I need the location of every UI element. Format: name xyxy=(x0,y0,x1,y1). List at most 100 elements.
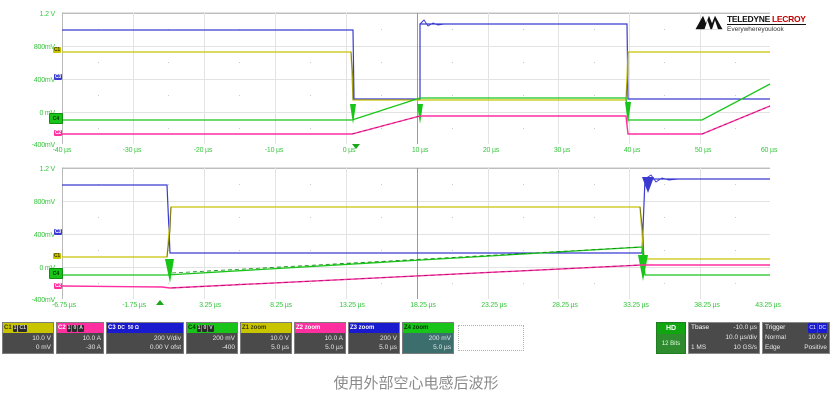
main-grid-time-labels: -40 µs -30 µs -20 µs -10 µs 0 µs 10 µs 2… xyxy=(53,146,778,158)
v-label: 1.2 V xyxy=(39,11,56,18)
descriptor-tag[interactable]: A xyxy=(78,324,84,332)
trigger-panel[interactable]: Trigger C1 DC Normal 10.0 V Edge Positiv… xyxy=(762,322,830,354)
trigger-coupling-tag[interactable]: DC xyxy=(817,323,827,333)
descriptor-scale: 10.0 A xyxy=(324,335,343,342)
v-label: 0 mV xyxy=(39,265,55,272)
descriptor-z2[interactable]: Z2 zoom 10.0 A 5.0 µs xyxy=(294,322,346,354)
zoom-waveform-traces xyxy=(61,174,770,289)
descriptor-tag[interactable]: 50 Ω xyxy=(126,324,140,332)
t-label: 40 µs xyxy=(623,147,641,154)
descriptor-tag[interactable]: 0 xyxy=(72,324,78,332)
oscilloscope-display: 1.2 V 800mV 400mV 0 mV -400mV xyxy=(0,11,832,356)
descriptor-c3[interactable]: C3 DC 50 Ω 200 V/div 0.00 V ofst xyxy=(106,322,184,354)
t-label: -1.75 µs xyxy=(122,302,146,309)
trace-c1 xyxy=(62,51,770,101)
t-label: 3.25 µs xyxy=(199,302,221,309)
descriptor-z3[interactable]: Z3 zoom 200 V 5.0 µs xyxy=(348,322,400,354)
channel-descriptor-bar: C1 1 C1 10.0 V 0 mV C2 1 0 A 10.0 A -30 … xyxy=(0,322,832,356)
v-label: 800mV xyxy=(33,44,55,51)
zoom-grid[interactable]: C3 C4 C1 C2 xyxy=(49,167,770,299)
teledyne-lecroy-logo-icon xyxy=(695,15,723,30)
descriptor-label: C2 xyxy=(58,324,66,331)
zoom-grid-vertical-labels: 1.2 V 800mV 400mV 0 mV -400mV xyxy=(0,166,58,304)
descriptor-tag[interactable]: 0 xyxy=(202,324,208,332)
t-label: -6.75 µs xyxy=(52,302,76,309)
level-marker-c4[interactable]: C4 xyxy=(49,268,63,279)
descriptor-offset: 0 mV xyxy=(35,344,51,351)
logo-wordmark: TELEDYNE LECROY xyxy=(727,13,806,26)
level-marker-c1[interactable]: C1 xyxy=(53,253,61,259)
descriptor-z1[interactable]: Z1 zoom 10.0 V 5.0 µs xyxy=(240,322,292,354)
timebase-delay: -10.0 µs xyxy=(733,324,757,331)
descriptor-tag[interactable]: 1 xyxy=(66,324,72,332)
zoom-grid-time-labels: -6.75 µs -1.75 µs 3.25 µs 8.25 µs 13.25 … xyxy=(52,301,781,313)
figure-caption: 使用外部空心电感后波形 xyxy=(333,374,499,392)
descriptor-c4[interactable]: C4 1 0 V 200 mV -400 xyxy=(186,322,238,354)
trace-c3 xyxy=(62,23,770,100)
v-label: 1.2 V xyxy=(39,166,56,173)
t-label: 23.25 µs xyxy=(481,302,507,309)
descriptor-label: C3 xyxy=(108,324,116,331)
level-marker-c3[interactable]: C3 xyxy=(54,229,62,235)
t-label: 60 µs xyxy=(760,147,778,154)
v-label: 0 mV xyxy=(39,110,55,117)
main-timebase-grid[interactable]: C3 C4 C1 C2 xyxy=(49,12,771,144)
t-label: 13.25 µs xyxy=(339,302,365,309)
t-label: 10 µs xyxy=(411,147,429,154)
descriptor-offset: -30 A xyxy=(85,344,101,351)
t-label: 0 µs xyxy=(342,147,356,154)
level-marker-c4[interactable]: C4 xyxy=(49,113,63,124)
descriptor-offset: 5.0 µs xyxy=(379,344,397,351)
descriptor-label: Z4 zoom xyxy=(404,324,429,331)
v-label: 400mV xyxy=(33,232,55,239)
level-marker-c2[interactable]: C2 xyxy=(54,130,62,136)
main-waveform-traces xyxy=(62,19,771,135)
t-label: 38.25 µs xyxy=(694,302,720,309)
descriptor-z4[interactable]: Z4 zoom 200 mV 5.0 µs xyxy=(402,322,454,354)
level-marker-c1[interactable]: C1 xyxy=(53,47,61,53)
timebase-sample-rate: 10 GS/s xyxy=(733,344,757,351)
trigger-position-marker[interactable] xyxy=(352,144,360,149)
v-label: 400mV xyxy=(33,77,55,84)
descriptor-c2[interactable]: C2 1 0 A 10.0 A -30 A xyxy=(56,322,104,354)
trigger-slope: Positive xyxy=(804,344,827,351)
descriptor-tag[interactable]: 1 xyxy=(196,324,202,332)
grid-background xyxy=(62,12,770,144)
timebase-panel[interactable]: Tbase -10.0 µs 10.0 µs/div 1 MS 10 GS/s xyxy=(688,322,760,354)
t-label: 30 µs xyxy=(553,147,571,154)
trace-c1 xyxy=(62,206,770,260)
descriptor-offset: 5.0 µs xyxy=(433,344,451,351)
t-label: -20 µs xyxy=(193,147,213,154)
t-label: -40 µs xyxy=(52,147,72,154)
level-marker-c2[interactable]: C2 xyxy=(54,283,62,289)
descriptor-tag[interactable]: DC xyxy=(116,324,126,332)
descriptor-offset: 0.00 V ofst xyxy=(149,344,181,351)
hd-mode-badge[interactable]: HD 12 Bits xyxy=(656,322,686,354)
level-marker-c3[interactable]: C3 xyxy=(54,74,62,80)
hd-badge-title: HD xyxy=(657,323,685,334)
v-label: -400mV xyxy=(31,297,56,304)
descriptor-tag[interactable]: 1 xyxy=(12,324,18,332)
descriptor-label: C4 xyxy=(188,324,196,331)
t-label: 28.25 µs xyxy=(552,302,578,309)
v-label: -400mV xyxy=(31,142,56,149)
trace-c4 xyxy=(62,83,771,121)
descriptor-c1[interactable]: C1 1 C1 10.0 V 0 mV xyxy=(2,322,54,354)
timebase-label: Tbase xyxy=(691,324,710,331)
timebase-per-div: 10.0 µs/div xyxy=(725,334,757,341)
zoom-trigger-marker[interactable] xyxy=(156,300,164,305)
trigger-source-tag[interactable]: C1 xyxy=(808,323,817,333)
descriptor-scale: 200 mV xyxy=(212,335,235,342)
descriptor-tag[interactable]: V xyxy=(208,324,214,332)
t-label: 43.25 µs xyxy=(755,302,781,309)
hd-badge-bits: 12 Bits xyxy=(657,334,685,353)
t-label: -10 µs xyxy=(264,147,284,154)
descriptor-empty-slot[interactable] xyxy=(458,325,524,351)
timebase-memory: 1 MS xyxy=(691,344,707,351)
t-label: 50 µs xyxy=(694,147,712,154)
descriptor-label: C1 xyxy=(4,324,12,331)
grid-background xyxy=(62,167,770,299)
descriptor-tag[interactable]: C1 xyxy=(18,324,27,332)
descriptor-scale: 10.0 V xyxy=(32,335,51,342)
descriptor-scale: 200 mV xyxy=(428,335,451,342)
